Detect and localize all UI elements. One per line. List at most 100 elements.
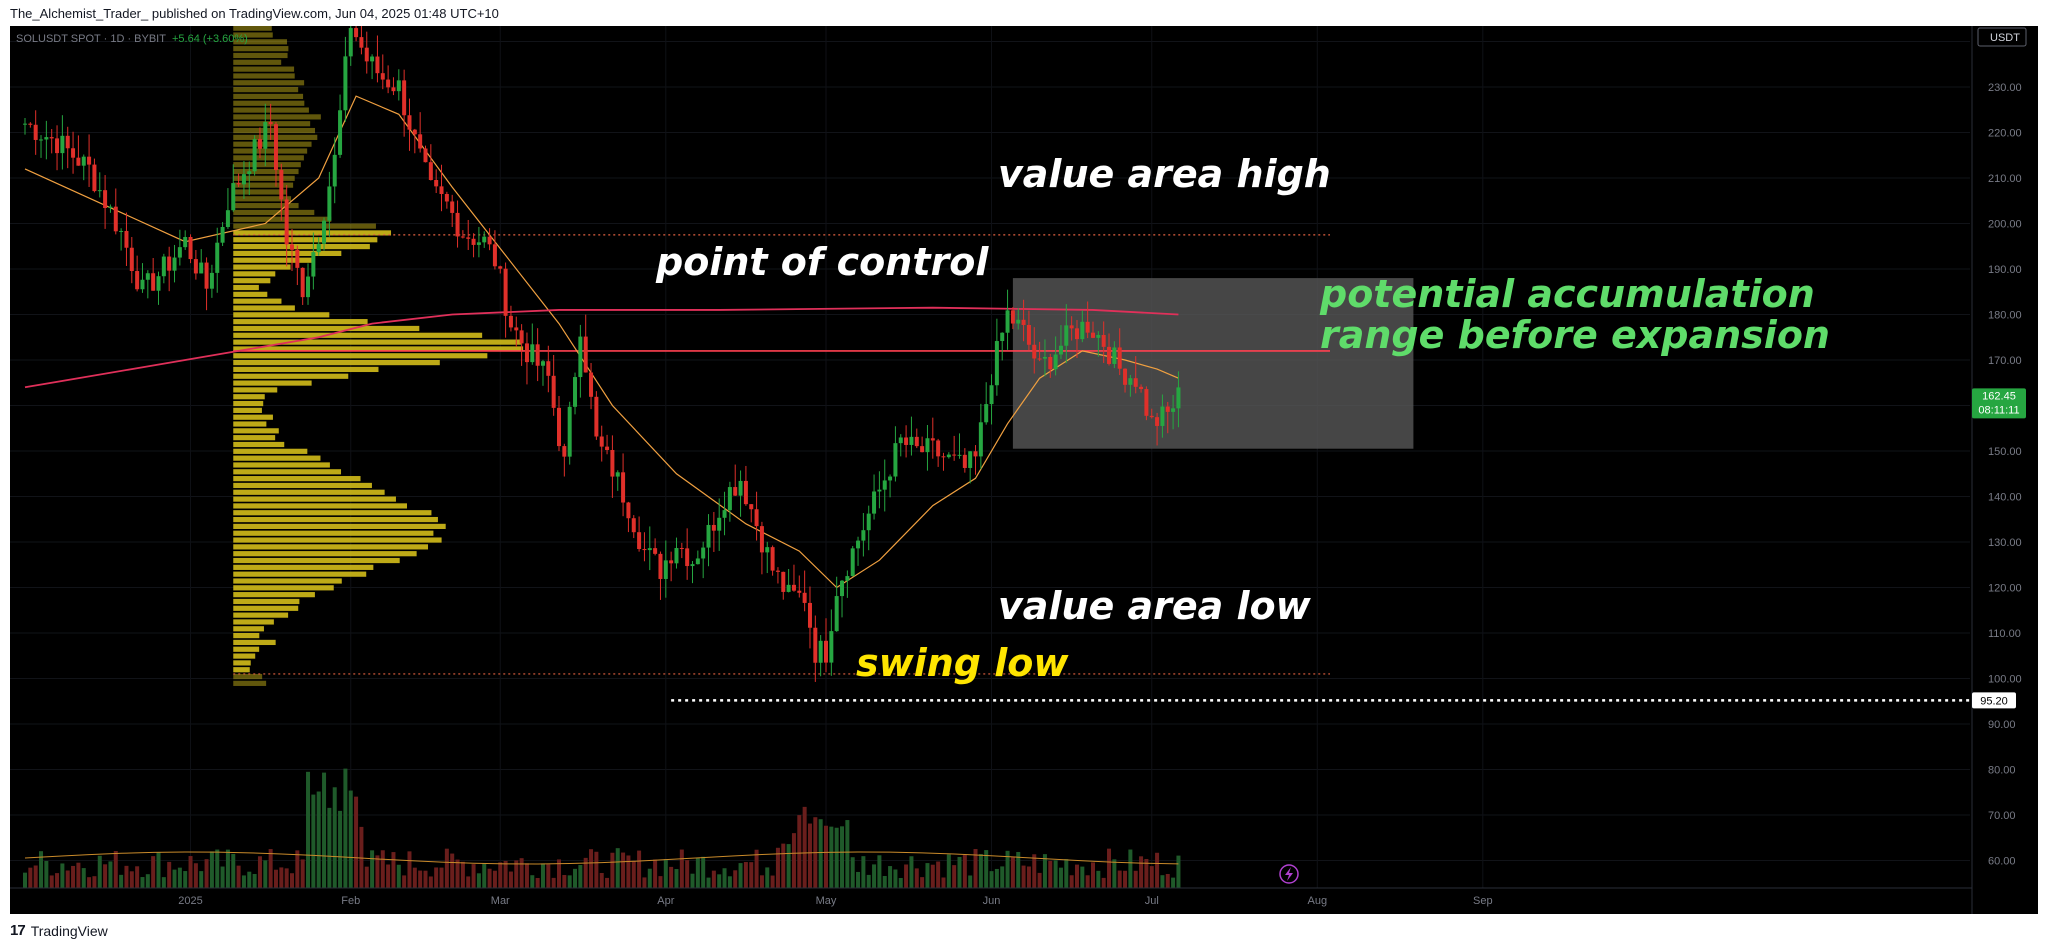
price-axis[interactable]: 60.00 70.00 80.00 90.00 100.00 110.00 120.00 13… (1971, 26, 2022, 914)
candle-body (647, 548, 652, 551)
volume-bar (909, 856, 914, 888)
profile-bar (233, 476, 361, 482)
candle-body (946, 454, 951, 458)
volume-bar (775, 847, 780, 888)
candle-body (23, 123, 27, 125)
volume-bar (840, 826, 845, 888)
volume-bar (370, 850, 375, 888)
price-tick-label: 180.00 (1988, 310, 2022, 322)
lightning-icon[interactable] (1279, 864, 1299, 884)
profile-bar (233, 305, 295, 311)
candle-body (904, 437, 909, 445)
candle-body (743, 480, 748, 505)
chart-frame[interactable]: SOLUSDT SPOT · 1D · BYBIT +5.64 (+3.60%)… (10, 26, 2038, 914)
candle-body (637, 532, 642, 550)
volume-bar (156, 852, 161, 888)
candle-body (1165, 406, 1170, 412)
volume-bar (247, 871, 252, 888)
volume-bar (1123, 870, 1128, 888)
candle-body (1107, 346, 1112, 364)
accumulation-range-box (1012, 278, 1414, 449)
volume-bar (626, 855, 631, 888)
volume-bar (968, 875, 973, 888)
symbol-label: SOLUSDT SPOT · 1D · BYBIT (16, 33, 166, 45)
candle-body (1133, 378, 1138, 387)
profile-bar (233, 52, 288, 59)
candle-body (172, 257, 177, 271)
candle-body (1112, 347, 1117, 364)
price-chart[interactable]: SOLUSDT SPOT · 1D · BYBIT +5.64 (+3.60%)… (10, 26, 2038, 914)
point-of-control-label: point of control (655, 240, 989, 284)
profile-bar (233, 93, 304, 100)
volume-bar (1155, 852, 1160, 888)
candle-body (813, 627, 818, 663)
volume-bar (209, 851, 214, 888)
candle-body (989, 385, 994, 405)
profile-bar (233, 168, 299, 175)
profile-bar (233, 325, 420, 332)
profile-bar (233, 87, 299, 93)
candle-body (1160, 406, 1165, 426)
volume-bar (701, 856, 706, 888)
candle-body (375, 56, 380, 74)
profile-bar (233, 46, 289, 52)
currency-badge[interactable]: USDT (1977, 27, 2027, 47)
candle-body (663, 560, 668, 579)
volume-bar (802, 806, 807, 888)
volume-bar (124, 865, 129, 888)
candle-body (1000, 332, 1005, 342)
candle-body (183, 237, 188, 248)
candle-body (215, 242, 220, 273)
volume-bar (904, 864, 909, 888)
candle-body (807, 602, 812, 628)
volume-bar (807, 823, 812, 888)
candle-body (450, 201, 455, 213)
volume-bar (984, 850, 989, 888)
profile-bar (233, 141, 312, 147)
volume-bar (87, 877, 92, 888)
volume-bar (113, 850, 118, 888)
candle-body (460, 236, 465, 238)
candle-body (679, 548, 684, 550)
candle-body (412, 129, 417, 135)
candle-body (530, 344, 535, 363)
ema-short-line (24, 95, 1179, 589)
candle-body (402, 80, 407, 116)
profile-bar (233, 400, 264, 407)
candle-body (33, 124, 38, 140)
candle-body (28, 123, 33, 125)
volume-bar (279, 867, 284, 888)
candle-body (503, 268, 508, 316)
volume-bar (1165, 873, 1170, 888)
candle-body (135, 271, 140, 290)
time-axis[interactable]: 2025 Feb Mar Apr May Jun Jul Aug Sep (10, 887, 1972, 907)
candle-body (161, 256, 166, 277)
volume-bar (695, 857, 700, 888)
volume-bar (920, 877, 925, 888)
candle-body (802, 592, 807, 603)
volume-bar (1064, 859, 1069, 888)
candle-body (888, 476, 893, 481)
candle-body (295, 249, 300, 268)
candle-body (1155, 417, 1160, 426)
volume-bar (177, 867, 182, 888)
profile-bar (233, 32, 273, 38)
volume-bar (1058, 867, 1063, 888)
ema-long-line (24, 306, 1179, 389)
volume-bar (508, 871, 513, 888)
volume-bar (257, 856, 262, 888)
swing-low-price: 95.20 (1980, 695, 2008, 707)
candle-body (621, 472, 626, 503)
volume-bar (241, 875, 246, 888)
candle-body (1037, 358, 1042, 360)
candle-body (583, 336, 588, 373)
volume-bar (930, 864, 935, 888)
volume-bar (161, 877, 166, 888)
volume-bar (252, 873, 257, 888)
level-lines (233, 234, 1970, 702)
candle-body (241, 174, 246, 185)
candle-body (364, 47, 369, 62)
volume-bar (391, 852, 396, 888)
volume-bar (1069, 875, 1074, 888)
profile-bar (233, 346, 524, 352)
